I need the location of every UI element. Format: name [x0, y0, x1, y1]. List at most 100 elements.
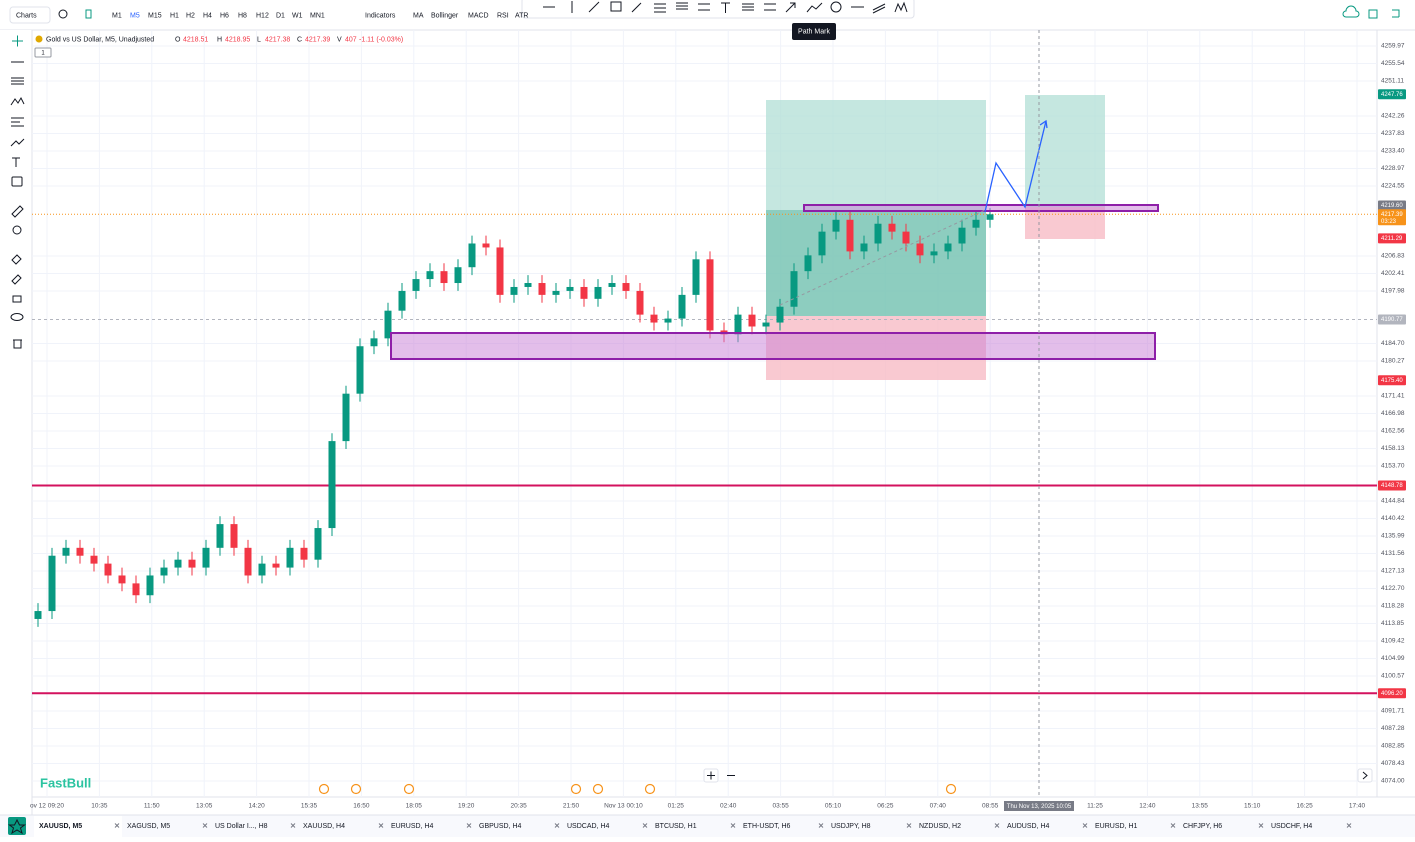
tab-close[interactable] — [994, 823, 1000, 828]
period-button[interactable]: H8 — [238, 12, 247, 19]
tab-close[interactable] — [730, 823, 736, 828]
magnet-tool[interactable] — [11, 254, 22, 265]
target-zone[interactable] — [1025, 95, 1105, 207]
period-button[interactable]: H4 — [203, 12, 212, 19]
period-button[interactable]: MN1 — [310, 12, 325, 19]
symbol-tab[interactable]: US Dollar I..., H8 — [215, 823, 268, 830]
tab-close[interactable] — [114, 823, 120, 828]
event-marker[interactable] — [403, 783, 415, 795]
chart-type-icon[interactable] — [85, 9, 92, 19]
active-tab[interactable] — [34, 816, 122, 837]
rect-icon[interactable] — [610, 1, 622, 12]
search-icon[interactable] — [58, 9, 68, 19]
symbol-tab[interactable]: ETH-USDT, H6 — [743, 823, 791, 830]
arrow-icon[interactable] — [785, 2, 796, 13]
indicator-button[interactable]: MA — [413, 12, 424, 19]
measure-tool[interactable] — [11, 176, 23, 187]
ruler-tool[interactable] — [11, 205, 24, 218]
delete-tool[interactable] — [13, 339, 22, 349]
tab-close[interactable] — [818, 823, 824, 828]
path-tool[interactable] — [10, 138, 25, 147]
symbol-tab[interactable]: XAUUSD, M5 — [39, 823, 82, 830]
fib-tool[interactable] — [11, 77, 24, 85]
text-icon[interactable] — [721, 2, 730, 13]
gann-tool[interactable] — [11, 117, 24, 127]
event-marker[interactable] — [644, 783, 656, 795]
path-mark-icon[interactable] — [806, 2, 823, 13]
event-marker[interactable] — [318, 783, 330, 795]
period-button[interactable]: H6 — [220, 12, 229, 19]
indicator-button[interactable]: RSI — [497, 12, 509, 19]
zoom-tool[interactable] — [12, 225, 22, 235]
event-marker[interactable] — [570, 783, 582, 795]
cross-tool[interactable] — [12, 35, 23, 47]
period-button[interactable]: M15 — [148, 12, 162, 19]
tab-close[interactable] — [466, 823, 472, 828]
candle-body — [776, 306, 784, 323]
period-button[interactable]: H12 — [256, 12, 269, 19]
circle-icon[interactable] — [830, 1, 842, 13]
period-button[interactable]: M5 — [130, 12, 140, 19]
tab-close[interactable] — [1170, 823, 1176, 828]
text-tool[interactable] — [12, 157, 20, 167]
symbol-tab[interactable]: XAGUSD, M5 — [127, 823, 170, 830]
event-marker[interactable] — [945, 783, 957, 795]
trend-line[interactable] — [779, 209, 986, 306]
range-icon[interactable] — [764, 3, 776, 11]
pattern-icon[interactable] — [894, 1, 908, 13]
indicator-button[interactable]: Indicators — [365, 12, 396, 19]
support-zone[interactable] — [390, 332, 1156, 360]
visibility-tool[interactable] — [10, 313, 24, 321]
lock-tool[interactable] — [12, 295, 22, 303]
symbol-tab[interactable]: EURUSD, H4 — [391, 823, 434, 830]
indicator-button[interactable]: Bollinger — [431, 12, 459, 19]
indicator-toggle[interactable] — [34, 47, 52, 58]
symbol-tab[interactable]: USDJPY, H8 — [831, 823, 871, 830]
trend-icon[interactable] — [588, 1, 600, 13]
period-button[interactable]: H2 — [186, 12, 195, 19]
gann-icon[interactable] — [742, 3, 754, 11]
brush-icon[interactable] — [631, 2, 642, 13]
tab-close[interactable] — [1346, 823, 1352, 828]
symbol-tab[interactable]: NZDUSD, H2 — [919, 823, 961, 830]
symbol-tab[interactable]: BTCUSD, H1 — [655, 823, 697, 830]
popout-icon[interactable] — [1368, 9, 1378, 19]
screenshot-icon[interactable] — [1392, 9, 1400, 18]
parallel-icon[interactable] — [698, 3, 710, 11]
tab-close[interactable] — [1258, 823, 1264, 828]
tab-close[interactable] — [554, 823, 560, 828]
tab-close[interactable] — [1082, 823, 1088, 828]
period-button[interactable]: D1 — [276, 12, 285, 19]
pattern-tool[interactable] — [10, 96, 25, 106]
resistance-zone[interactable] — [803, 204, 1159, 212]
chart-menu[interactable] — [9, 6, 51, 24]
period-button[interactable]: H1 — [170, 12, 179, 19]
tab-close[interactable] — [378, 823, 384, 828]
stop-zone[interactable] — [1025, 207, 1105, 239]
channel-icon[interactable] — [654, 3, 666, 13]
period-button[interactable]: M1 — [112, 12, 122, 19]
indicator-button[interactable]: MACD — [468, 12, 489, 19]
symbol-tab[interactable]: XAUUSD, H4 — [303, 823, 345, 830]
symbol-tab[interactable]: GBPUSD, H4 — [479, 823, 522, 830]
indicator-button[interactable]: ATR — [515, 12, 528, 19]
tab-close[interactable] — [906, 823, 912, 828]
symbol-tab[interactable]: AUDUSD, H4 — [1007, 823, 1050, 830]
event-marker[interactable] — [592, 783, 604, 795]
event-marker[interactable] — [350, 783, 362, 795]
lock-drawing-tool[interactable] — [11, 274, 22, 285]
scroll-right[interactable] — [1357, 768, 1373, 783]
fib-icon[interactable] — [676, 2, 688, 10]
cloud-icon[interactable] — [1342, 5, 1360, 18]
tab-close[interactable] — [202, 823, 208, 828]
path-mark[interactable] — [984, 120, 1047, 213]
candle-body — [650, 314, 658, 323]
tab-close[interactable] — [642, 823, 648, 828]
symbol-tab[interactable]: CHFJPY, H6 — [1183, 823, 1222, 830]
symbol-tab[interactable]: USDCHF, H4 — [1271, 823, 1312, 830]
symbol-tab[interactable]: EURUSD, H1 — [1095, 823, 1138, 830]
parallel-channel-icon[interactable] — [872, 3, 886, 14]
symbol-tab[interactable]: USDCAD, H4 — [567, 823, 610, 830]
tab-close[interactable] — [290, 823, 296, 828]
period-button[interactable]: W1 — [292, 12, 303, 19]
